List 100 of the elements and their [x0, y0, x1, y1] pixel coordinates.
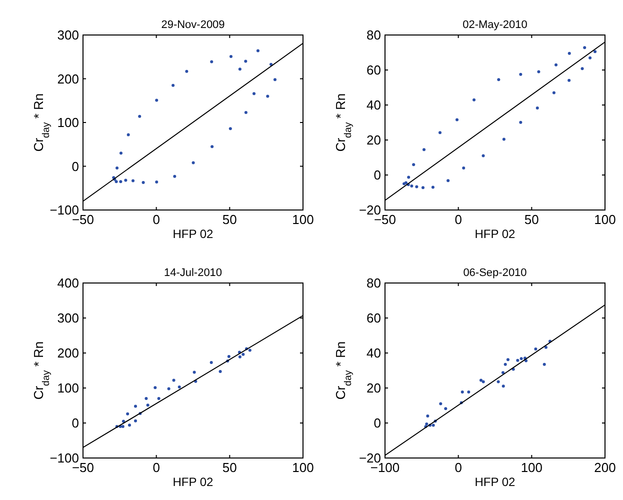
point [157, 397, 160, 400]
point [178, 385, 181, 388]
point [588, 56, 592, 60]
x-tick-label: 200 [594, 460, 616, 475]
point [128, 424, 131, 427]
point [155, 180, 158, 184]
y-tick-label: 100 [57, 380, 79, 396]
y-tick-label: 400 [57, 276, 79, 290]
chart-title: 29-Nov-2009 [161, 19, 225, 31]
point [142, 180, 145, 184]
point [544, 346, 548, 349]
y-tick-label: 100 [57, 115, 79, 130]
chart-title: 14-Jul-2010 [164, 267, 222, 279]
x-tick-label: 50 [222, 212, 237, 227]
x-tick-label: 0 [152, 460, 160, 475]
point [568, 52, 571, 55]
x-tick-label: 50 [524, 212, 539, 227]
point [244, 60, 248, 63]
x-axis-title: HFP 02 [172, 475, 214, 489]
point [126, 412, 130, 416]
y-tick-label: 300 [57, 310, 79, 326]
point [534, 347, 538, 350]
point [425, 422, 428, 426]
y-tick-label: 20 [366, 380, 381, 396]
point [432, 424, 435, 427]
x-axis-title: HFP 02 [474, 475, 516, 489]
point [242, 352, 245, 356]
point [482, 380, 485, 384]
point [210, 145, 214, 148]
point [410, 184, 414, 188]
point [172, 84, 175, 87]
point [210, 60, 214, 64]
point [210, 360, 213, 364]
y-tick-label: 200 [57, 71, 79, 86]
point [439, 402, 442, 406]
point [138, 114, 142, 118]
x-tick-label: 50 [222, 460, 237, 475]
y-tick-label: 0 [374, 168, 381, 182]
y-tick-label: 80 [366, 276, 381, 290]
point [520, 357, 523, 360]
point [172, 378, 176, 382]
y-tick-label: 0 [72, 158, 79, 174]
point [456, 118, 459, 122]
x-tick-label: 100 [594, 212, 616, 227]
point [594, 50, 597, 54]
x-tick-label: 100 [292, 460, 314, 475]
point [273, 78, 276, 82]
point [238, 68, 242, 71]
point [583, 46, 586, 50]
point [536, 106, 539, 110]
point [415, 185, 418, 188]
point [422, 148, 426, 152]
point [460, 390, 464, 394]
point [580, 67, 584, 70]
point [552, 91, 556, 94]
point [462, 166, 466, 170]
point [144, 397, 148, 400]
point [146, 404, 150, 407]
point [502, 138, 506, 141]
point [270, 62, 273, 66]
point [519, 120, 522, 124]
point [167, 387, 170, 390]
y-tick-label: 300 [57, 28, 79, 42]
point [192, 161, 195, 164]
point [244, 110, 248, 114]
x-tick-label: 100 [520, 460, 543, 475]
y-tick-label: 60 [366, 310, 381, 326]
point [412, 163, 416, 166]
point [227, 355, 230, 358]
x-axis-title: HFP 02 [474, 227, 516, 241]
point [421, 186, 424, 190]
point [154, 386, 157, 390]
point [124, 178, 128, 182]
point [501, 371, 504, 374]
point [506, 358, 510, 362]
point [431, 186, 434, 189]
point [248, 348, 252, 352]
point [444, 407, 448, 410]
point [467, 390, 470, 394]
point [497, 78, 500, 82]
point [119, 180, 122, 184]
y-tick-label: 40 [366, 346, 381, 360]
point [519, 72, 522, 76]
point [238, 355, 242, 358]
point [446, 179, 450, 182]
point [116, 166, 119, 170]
y-tick-label: 80 [366, 28, 381, 42]
y-tick-label: 20 [366, 132, 381, 148]
y-tick-label: −100 [50, 202, 79, 218]
y-tick-label: 200 [57, 346, 79, 360]
point [504, 362, 507, 366]
point [568, 78, 571, 82]
y-tick-label: −20 [358, 450, 381, 466]
y-tick-label: 60 [366, 62, 381, 78]
point [482, 154, 485, 158]
point [516, 358, 520, 362]
point [228, 127, 232, 130]
x-axis-title: HFP 02 [172, 227, 214, 241]
point [266, 94, 270, 98]
y-tick-label: 0 [72, 416, 79, 430]
